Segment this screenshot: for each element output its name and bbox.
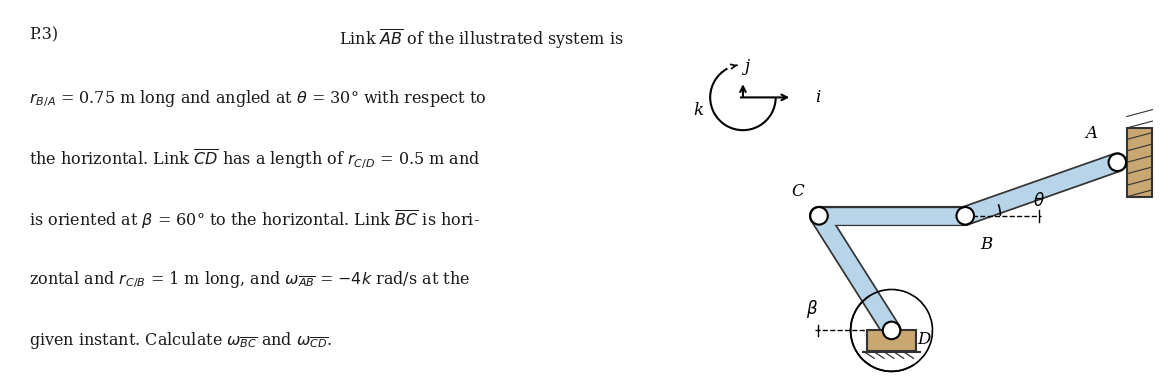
Text: k: k bbox=[694, 102, 703, 119]
Text: Link $\overline{AB}$ of the illustrated system is: Link $\overline{AB}$ of the illustrated … bbox=[339, 27, 624, 51]
Text: $\beta$: $\beta$ bbox=[806, 298, 818, 320]
Text: zontal and $r_{C/B}$ = 1 m long, and $\omega_{\overline{AB}}$ = $-4k$ rad/s at t: zontal and $r_{C/B}$ = 1 m long, and $\o… bbox=[29, 269, 470, 290]
Ellipse shape bbox=[882, 322, 901, 339]
Text: $\theta$: $\theta$ bbox=[1033, 191, 1045, 210]
Ellipse shape bbox=[956, 207, 973, 225]
Text: $r_{B/A}$ = 0.75 m long and angled at $\theta$ = 30° with respect to: $r_{B/A}$ = 0.75 m long and angled at $\… bbox=[29, 88, 487, 109]
Ellipse shape bbox=[810, 207, 828, 225]
Bar bbox=[867, 330, 916, 351]
Text: given instant. Calculate $\omega_{\overline{BC}}$ and $\omega_{\overline{CD}}$.: given instant. Calculate $\omega_{\overl… bbox=[29, 330, 332, 351]
Ellipse shape bbox=[1108, 154, 1126, 171]
Text: j: j bbox=[744, 58, 749, 74]
Bar bbox=[1127, 128, 1152, 197]
Text: P.3): P.3) bbox=[29, 27, 58, 44]
Text: B: B bbox=[980, 236, 992, 253]
Text: is oriented at $\beta$ = 60° to the horizontal. Link $\overline{BC}$ is hori-: is oriented at $\beta$ = 60° to the hori… bbox=[29, 208, 480, 231]
Text: D: D bbox=[917, 332, 931, 348]
Text: C: C bbox=[792, 183, 804, 199]
Text: A: A bbox=[1086, 125, 1097, 142]
Text: i: i bbox=[815, 89, 820, 106]
Text: the horizontal. Link $\overline{CD}$ has a length of $r_{C/D}$ = 0.5 m and: the horizontal. Link $\overline{CD}$ has… bbox=[29, 147, 481, 171]
